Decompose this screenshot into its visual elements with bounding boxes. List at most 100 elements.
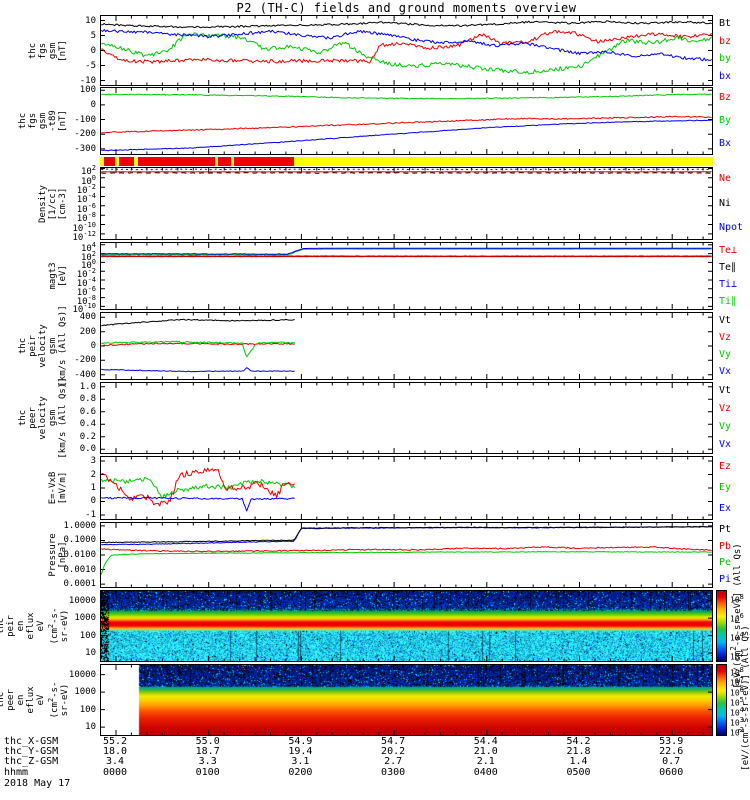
colorbar-tick-label: 102 [730, 649, 744, 662]
bottom-value: 2.1 [476, 756, 495, 767]
legend-label-Pt: Pt [719, 524, 732, 536]
colorbar-tick-label: 106 [730, 685, 744, 698]
y-tick-label: 0.2 [79, 431, 96, 442]
bottom-value: 21.8 [566, 746, 591, 757]
survey-mode-segment [138, 157, 216, 166]
y-tick-label: -300 [74, 143, 96, 154]
legend-label-bz: bz [719, 35, 732, 47]
colorbar-tick-label: 108 [730, 665, 744, 678]
colorbar-p10 [716, 664, 727, 736]
y-tick-label: 400 [79, 312, 96, 323]
y-tick-label: 10 [85, 15, 96, 26]
panel-p2 [100, 87, 713, 155]
colorbar-tick-label: 108 [730, 593, 744, 605]
legend-label-Pe: Pe [719, 557, 732, 569]
bottom-value: 0600 [659, 767, 684, 778]
y-tick-label: -10 [79, 75, 96, 86]
survey-mode-segment [218, 157, 232, 166]
colorbar-tick-label: 104 [730, 705, 744, 718]
y-tick-label: -200 [74, 129, 96, 140]
legend-label-Ti∥: Ti∥ [719, 295, 737, 307]
axis-ticks [101, 243, 712, 309]
legend-label-Ni: Ni [719, 197, 732, 209]
bottom-value: 55.0 [195, 736, 220, 747]
panel-axes-p9 [101, 591, 712, 661]
bottom-value: 3.4 [105, 756, 125, 767]
bottom-row-label-thc_Y-GSM: thc_Y-GSM [4, 746, 59, 757]
panel-axes-p3 [101, 168, 712, 239]
bottom-value: 54.7 [381, 736, 406, 747]
axis-ticks [101, 665, 712, 735]
series-Bt [101, 20, 712, 29]
colorbar-p9 [716, 590, 727, 662]
survey-mode-segment [103, 157, 116, 166]
bottom-value: 0400 [473, 767, 498, 778]
series-Pe [101, 551, 712, 575]
y-tick-label: 104 [80, 240, 96, 254]
series-Vt [101, 318, 295, 327]
y-tick-label: 2 [90, 469, 96, 480]
series-bz [101, 30, 712, 64]
y-tick-label: 0 [90, 45, 96, 56]
axis-ticks [101, 88, 712, 154]
legend-label-Bt: Bt [719, 17, 732, 29]
legend-label-Vz: Vz [719, 403, 732, 414]
legend-label-Vz: Vz [719, 331, 732, 343]
y-tick-label: 3 [90, 456, 96, 467]
legend-label-Vy: Vy [719, 421, 732, 432]
panel-p9 [100, 590, 713, 662]
bottom-value: 18.7 [195, 746, 220, 757]
series-By [101, 93, 712, 100]
y-tick-label: 10-6 [76, 201, 96, 215]
colorbar-tick-label: 104 [730, 630, 744, 643]
survey-mode-segment [234, 157, 295, 166]
legend-label-Vy: Vy [719, 348, 732, 360]
y-tick-label: -200 [74, 355, 96, 366]
y-tick-label: 10-2 [76, 183, 96, 197]
series-Bz [101, 115, 712, 134]
legend-label-Vx: Vx [719, 365, 732, 377]
series-Ex [101, 496, 295, 512]
y-tick-label: 10-2 [76, 267, 96, 281]
y-tick-label: 200 [79, 326, 96, 337]
bottom-value: 54.9 [288, 736, 313, 747]
legend-label-Pb: Pb [719, 540, 732, 552]
y-tick-label: 10000 [68, 669, 96, 680]
series-Pb [101, 546, 712, 553]
panel-p8 [100, 522, 713, 588]
panel-axes-p6 [101, 383, 712, 453]
panel-axis-label-p6: thc peer velocity gsm [km/s (All Qs)] [18, 377, 68, 459]
legend-label-Te⊥: Te⊥ [719, 244, 738, 256]
y-tick-label: 100 [80, 173, 96, 187]
panel-axis-label-p1: thc fgs gsm [nT] [28, 39, 68, 62]
legend-label-Bz: Bz [719, 92, 732, 104]
bottom-value: 22.6 [659, 746, 684, 757]
y-tick-label: 1.0 [79, 381, 96, 392]
legend-label-Pi: Pi [719, 573, 732, 585]
y-tick-label: 0.0100 [63, 550, 96, 560]
bottom-value: 3.1 [291, 756, 310, 767]
y-tick-label: 10000 [68, 595, 96, 606]
y-tick-label: 10-4 [76, 275, 96, 289]
axis-ticks [101, 16, 712, 85]
panel-axes-p1 [101, 16, 712, 85]
colorbar-tick-label: 103 [730, 715, 744, 728]
y-tick-label: 0.0001 [63, 579, 96, 590]
bottom-value: 19.4 [288, 746, 313, 757]
y-tick-label: 0 [90, 341, 96, 351]
y-tick-label: 0.6 [79, 406, 96, 417]
legend-label-Npot: Npot [719, 221, 744, 233]
bottom-value: 0200 [288, 767, 313, 778]
series-Vz [101, 342, 295, 347]
spectrogram-p10-canvas [101, 665, 712, 735]
series-Pt [101, 525, 712, 544]
legend-label-Vt: Vt [719, 385, 732, 396]
y-tick-label: -5 [85, 60, 96, 71]
legend-label-Ez: Ez [719, 460, 732, 472]
bottom-value: 54.2 [566, 736, 591, 747]
colorbar-tick-label: 105 [730, 695, 744, 708]
panel-axes-p8 [101, 523, 712, 587]
legend-label-Bx: Bx [719, 137, 732, 149]
series-Npot [101, 168, 712, 171]
series-Ez [101, 467, 296, 507]
